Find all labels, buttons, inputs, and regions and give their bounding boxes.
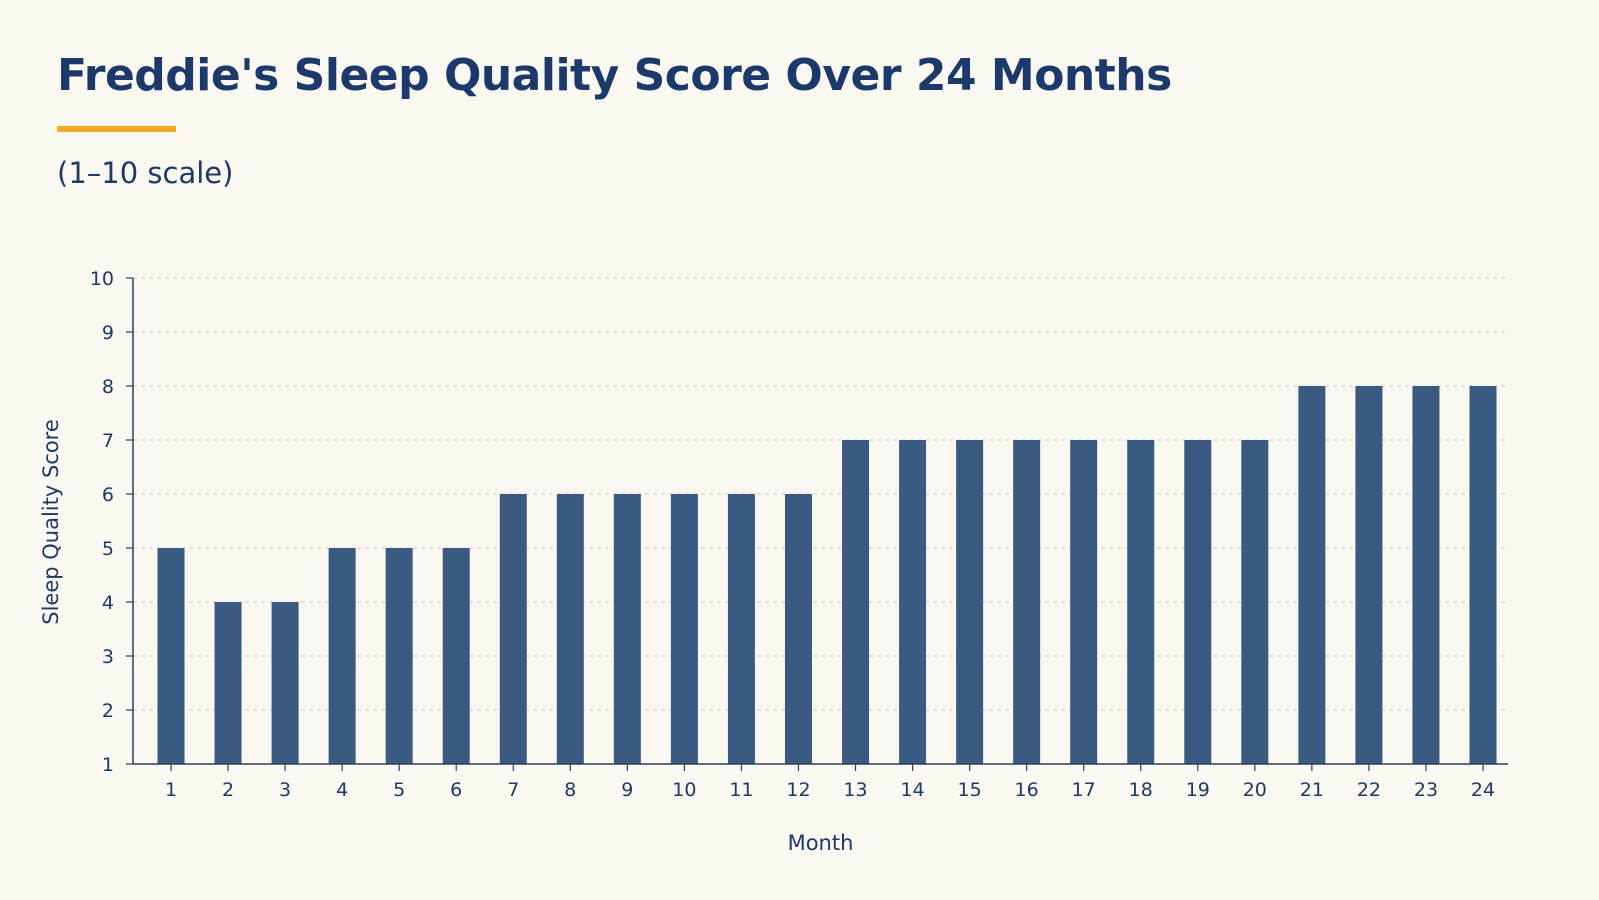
x-tick-label: 20 [1243,779,1267,801]
bar [670,494,698,764]
bar [1070,440,1098,764]
x-tick-label: 13 [843,779,867,801]
y-tick-label: 10 [90,268,114,290]
x-tick-label: 1 [165,779,177,801]
gridlines [133,277,1508,711]
x-tick-label: 12 [786,779,810,801]
bar [499,494,527,764]
x-tick-label: 19 [1186,779,1210,801]
bar [442,548,470,764]
y-tick-label: 6 [102,484,114,506]
y-axis-title: Sleep Quality Score [39,419,63,625]
y-axis-ticks: 1 2 3 4 5 6 7 8 9 10 [90,268,133,776]
y-tick-label: 8 [102,376,114,398]
x-tick-label: 22 [1357,779,1381,801]
x-tick-label: 10 [672,779,696,801]
x-tick-label: 11 [729,779,753,801]
bar [328,548,356,764]
bar [842,440,870,764]
bar [1469,386,1497,764]
axes [132,278,1508,765]
chart-subtitle: (1–10 scale) [57,156,234,190]
bar [784,494,812,764]
y-tick-label: 3 [102,646,114,668]
bar [1013,440,1041,764]
y-tick-label: 5 [102,538,114,560]
x-tick-label: 5 [393,779,405,801]
bar [956,440,984,764]
x-tick-label: 23 [1414,779,1438,801]
x-tick-label: 17 [1072,779,1096,801]
x-tick-label: 4 [336,779,348,801]
x-tick-label: 6 [450,779,462,801]
x-tick-label: 18 [1129,779,1153,801]
bar [556,494,584,764]
bar [1184,440,1212,764]
bar [271,602,299,764]
bar [613,494,641,764]
bar [1412,386,1440,764]
title-accent-bar [57,126,176,132]
y-tick-label: 9 [102,322,114,344]
bar [1241,440,1269,764]
y-tick-label: 4 [102,592,114,614]
bar [214,602,242,764]
y-tick-label: 7 [102,430,114,452]
y-tick-label: 1 [102,754,114,776]
x-tick-label: 16 [1015,779,1039,801]
x-tick-label: 15 [958,779,982,801]
bar [1127,440,1155,764]
x-tick-label: 14 [900,779,924,801]
x-tick-label: 21 [1300,779,1324,801]
x-tick-label: 8 [564,779,576,801]
x-tick-label: 7 [507,779,519,801]
y-tick-label: 2 [102,700,114,722]
x-tick-label: 3 [279,779,291,801]
bar [899,440,927,764]
x-axis-ticks: 1 2 3 4 5 6 7 8 9 10 11 12 13 14 15 16 17 18 19 20 21 22 23 24 [165,764,1495,801]
bar [157,548,185,764]
x-tick-label: 9 [621,779,633,801]
x-axis-title: Month [788,831,854,855]
x-tick-label: 24 [1471,779,1495,801]
chart-title: Freddie's Sleep Quality Score Over 24 Mo… [57,50,1172,101]
bar [727,494,755,764]
bars [157,386,1497,764]
x-tick-label: 2 [222,779,234,801]
bar [1298,386,1326,764]
bar [385,548,413,764]
bar [1355,386,1383,764]
